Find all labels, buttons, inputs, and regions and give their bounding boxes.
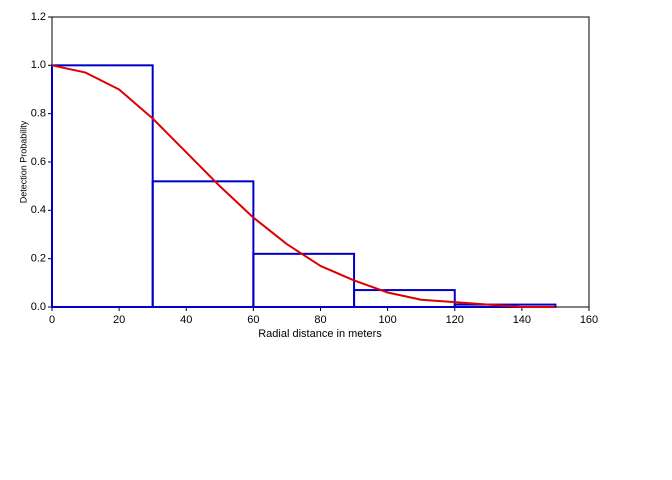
plot-frame bbox=[51, 16, 590, 308]
y-tick-label: 0.0 bbox=[31, 301, 46, 313]
histogram-bar bbox=[353, 289, 456, 309]
histogram-bar bbox=[453, 303, 557, 309]
fit-curve bbox=[51, 64, 556, 308]
y-tick-label: 1.0 bbox=[31, 59, 46, 71]
histogram-bar bbox=[252, 252, 356, 308]
y-axis-label: Detection Probability bbox=[18, 120, 28, 203]
x-tick-label: 140 bbox=[513, 314, 531, 326]
x-tick-label: 0 bbox=[49, 314, 55, 326]
x-tick-label: 100 bbox=[378, 314, 396, 326]
y-tick-label: 1.2 bbox=[31, 11, 46, 23]
x-tick-label: 160 bbox=[580, 314, 598, 326]
x-tick-label: 60 bbox=[247, 314, 259, 326]
x-tick-label: 20 bbox=[113, 314, 125, 326]
x-axis-label: Radial distance in meters bbox=[258, 328, 382, 340]
x-tick-label: 80 bbox=[314, 314, 326, 326]
y-tick-label: 0.4 bbox=[31, 204, 46, 216]
histogram-bar bbox=[51, 64, 154, 309]
x-tick-label: 40 bbox=[180, 314, 192, 326]
histogram-bar bbox=[151, 180, 255, 308]
y-tick-label: 0.6 bbox=[31, 156, 46, 168]
x-tick-label: 120 bbox=[446, 314, 464, 326]
y-tick-label: 0.8 bbox=[31, 108, 46, 120]
y-tick-label: 0.2 bbox=[31, 253, 46, 265]
